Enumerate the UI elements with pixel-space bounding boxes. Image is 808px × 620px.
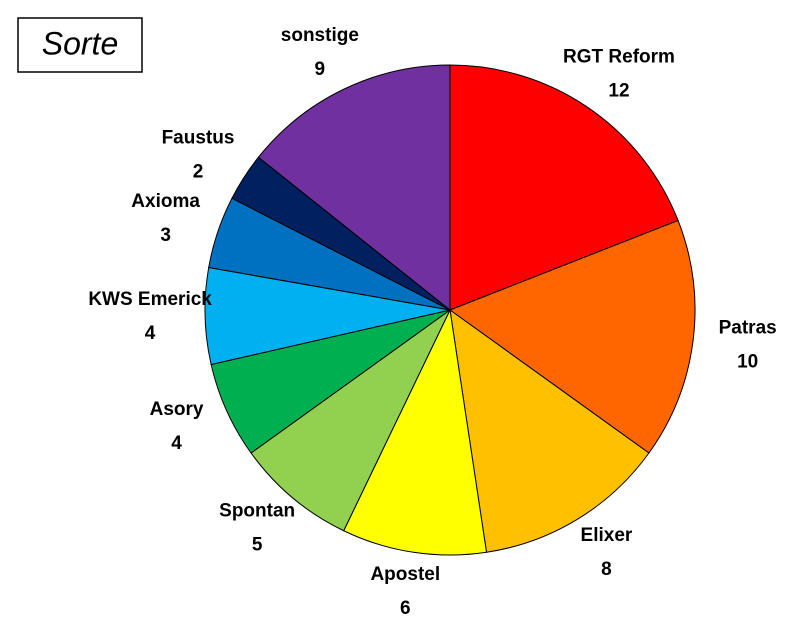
slice-label: Faustus bbox=[162, 127, 235, 148]
pie-slice bbox=[449, 308, 650, 553]
slice-label: Asory bbox=[150, 399, 204, 420]
slice-label: Elixer bbox=[581, 525, 633, 546]
slice-label: KWS Emerick bbox=[88, 289, 212, 310]
pie-slice bbox=[448, 219, 696, 454]
slice-value: 12 bbox=[608, 81, 629, 102]
slice-value: 4 bbox=[145, 323, 156, 344]
slice-label: Spontan bbox=[219, 500, 295, 521]
slice-value: 10 bbox=[737, 351, 758, 372]
title-box bbox=[17, 17, 143, 73]
slice-label: Apostel bbox=[370, 564, 440, 585]
pie-slice bbox=[343, 308, 488, 556]
pie-slice bbox=[449, 64, 679, 311]
slice-value: 6 bbox=[400, 598, 411, 619]
slice-label: RGT Reform bbox=[563, 47, 675, 68]
slice-label: sonstige bbox=[281, 25, 359, 46]
slice-value: 3 bbox=[160, 225, 171, 246]
pie-slice bbox=[250, 309, 451, 532]
slice-value: 2 bbox=[193, 161, 204, 182]
chart-title: Sorte bbox=[42, 25, 118, 61]
slice-label: Patras bbox=[719, 317, 777, 338]
pie-slice bbox=[257, 64, 451, 312]
slice-value: 5 bbox=[252, 534, 263, 555]
slice-value: 8 bbox=[601, 559, 612, 580]
slice-label: Axioma bbox=[131, 191, 200, 212]
slice-value: 9 bbox=[315, 59, 326, 80]
slice-value: 4 bbox=[171, 433, 182, 454]
